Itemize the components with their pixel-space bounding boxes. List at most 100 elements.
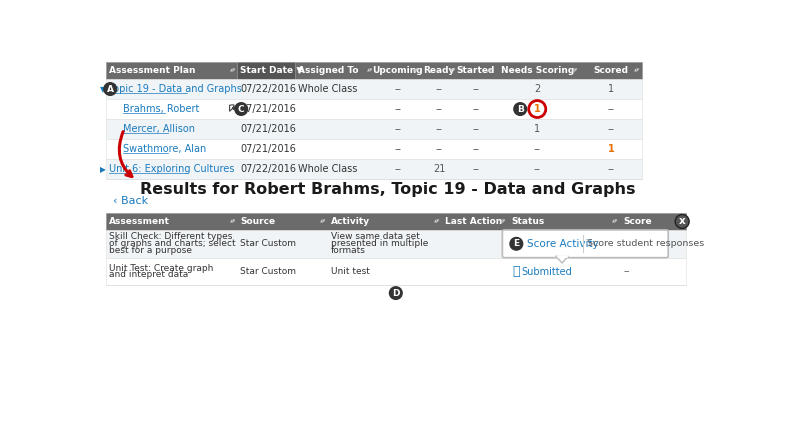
Text: --: -- <box>533 144 541 154</box>
Circle shape <box>675 215 689 228</box>
Text: C: C <box>238 104 245 114</box>
Text: Assessment: Assessment <box>109 217 169 226</box>
Text: 21: 21 <box>433 164 445 174</box>
Text: Unit 6: Exploring Cultures: Unit 6: Exploring Cultures <box>109 164 234 174</box>
Text: 1: 1 <box>607 144 615 154</box>
Text: --: -- <box>472 84 479 94</box>
Text: Activity: Activity <box>331 217 370 226</box>
Text: D: D <box>392 288 400 298</box>
Text: Swathmore, Alan: Swathmore, Alan <box>122 144 206 154</box>
Text: Start Date ▼: Start Date ▼ <box>240 66 304 75</box>
Text: ▲▼: ▲▼ <box>612 219 619 224</box>
Text: --: -- <box>394 104 401 114</box>
Text: Score: Score <box>623 217 652 226</box>
Text: ▲▼: ▲▼ <box>230 219 236 224</box>
Bar <box>106 79 642 99</box>
Bar <box>106 230 686 258</box>
Text: Score Activity: Score Activity <box>527 239 599 249</box>
Text: ▲▼: ▲▼ <box>434 219 440 224</box>
Bar <box>106 99 642 119</box>
Text: --: -- <box>436 104 443 114</box>
Text: 1: 1 <box>534 124 541 134</box>
Text: 07/21/2016: 07/21/2016 <box>240 104 297 114</box>
Text: A: A <box>107 85 114 93</box>
Text: best for a purpose: best for a purpose <box>109 246 192 255</box>
FancyBboxPatch shape <box>502 230 669 258</box>
Text: --: -- <box>394 84 401 94</box>
Text: --: -- <box>472 124 479 134</box>
Text: ⦀: ⦀ <box>513 265 520 278</box>
Text: ▲▼: ▲▼ <box>450 69 456 72</box>
Text: formats: formats <box>331 246 366 255</box>
Text: Submitted: Submitted <box>521 266 572 277</box>
Polygon shape <box>230 105 235 111</box>
Text: View same data set: View same data set <box>331 232 420 241</box>
Text: Star Custom: Star Custom <box>240 267 297 276</box>
Text: ▲▼: ▲▼ <box>500 219 506 224</box>
Text: ▲▼: ▲▼ <box>413 69 420 72</box>
Bar <box>556 255 568 257</box>
Text: ▲▼: ▲▼ <box>487 69 493 72</box>
Text: ▼: ▼ <box>100 85 106 93</box>
Text: --: -- <box>623 267 630 276</box>
Bar <box>106 213 686 230</box>
Circle shape <box>104 83 116 95</box>
Text: Topic 19 - Data and Graphs: Topic 19 - Data and Graphs <box>109 84 242 94</box>
Text: --: -- <box>436 144 443 154</box>
Text: ▲▼: ▲▼ <box>572 69 578 72</box>
Text: Upcoming: Upcoming <box>372 66 423 75</box>
Bar <box>106 258 686 285</box>
Text: --: -- <box>394 164 401 174</box>
Text: Scored: Scored <box>593 66 628 75</box>
Text: ▲▼: ▲▼ <box>366 69 373 72</box>
Circle shape <box>235 103 247 115</box>
Text: 07/21/2016: 07/21/2016 <box>240 144 297 154</box>
Text: --: -- <box>607 104 615 114</box>
Bar <box>238 62 295 79</box>
Text: E: E <box>514 239 519 248</box>
Text: Whole Class: Whole Class <box>298 84 357 94</box>
Text: --: -- <box>394 124 401 134</box>
Text: Mercer, Allison: Mercer, Allison <box>122 124 195 134</box>
Text: Assessment Plan: Assessment Plan <box>109 66 196 75</box>
Text: ▲▼: ▲▼ <box>634 69 640 72</box>
Text: 07/22/2016: 07/22/2016 <box>240 84 297 94</box>
Text: x: x <box>679 216 685 226</box>
Text: 07/22/2016: 07/22/2016 <box>240 164 297 174</box>
Circle shape <box>514 103 526 115</box>
Bar <box>106 62 642 79</box>
Text: Star Custom: Star Custom <box>240 239 297 248</box>
Text: --: -- <box>436 124 443 134</box>
Text: Brahms, Robert: Brahms, Robert <box>122 104 199 114</box>
Text: B: B <box>517 104 524 114</box>
Text: ▲▼: ▲▼ <box>230 69 236 72</box>
Text: Unit Test: Create graph: Unit Test: Create graph <box>109 264 213 272</box>
Text: 2: 2 <box>534 84 541 94</box>
Text: --: -- <box>472 104 479 114</box>
Text: 1: 1 <box>608 84 614 94</box>
Bar <box>106 159 642 179</box>
Text: --: -- <box>623 239 630 248</box>
Bar <box>106 119 642 139</box>
Text: --: -- <box>607 124 615 134</box>
Bar <box>106 139 642 159</box>
Text: 07/21/2016: 07/21/2016 <box>240 124 297 134</box>
Text: Skill Check: Different types: Skill Check: Different types <box>109 232 232 241</box>
Text: --: -- <box>436 84 443 94</box>
Text: Needs Scoring: Needs Scoring <box>501 66 574 75</box>
Text: Results for Robert Brahms, Topic 19 - Data and Graphs: Results for Robert Brahms, Topic 19 - Da… <box>140 182 635 197</box>
Polygon shape <box>556 256 568 263</box>
Text: and intepret data: and intepret data <box>109 270 188 280</box>
Text: Source: Source <box>240 217 276 226</box>
Text: ▲▼: ▲▼ <box>320 219 327 224</box>
Text: of graphs and charts; select: of graphs and charts; select <box>109 239 235 248</box>
Text: Whole Class: Whole Class <box>298 164 357 174</box>
Text: Status: Status <box>511 217 544 226</box>
Text: presented in multiple: presented in multiple <box>331 239 429 248</box>
Circle shape <box>390 287 402 299</box>
Text: Unit test: Unit test <box>331 267 370 276</box>
Text: --: -- <box>394 144 401 154</box>
Text: --: -- <box>472 144 479 154</box>
Text: Assigned To: Assigned To <box>298 66 359 75</box>
Text: --: -- <box>533 164 541 174</box>
